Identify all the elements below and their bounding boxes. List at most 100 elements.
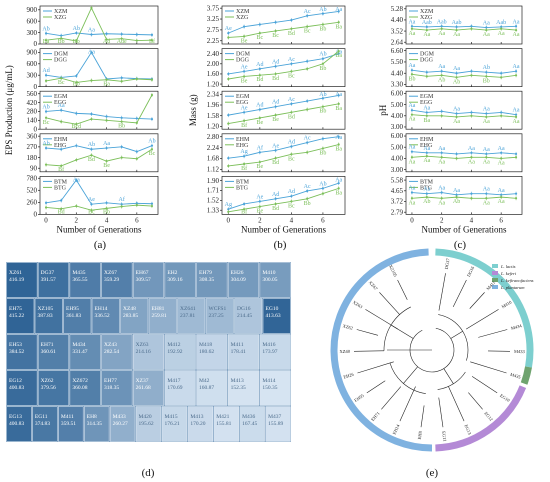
treemap-cell-label: M416 <box>262 342 275 348</box>
y-tick-label: 1.96 <box>207 101 220 109</box>
subplot-frame <box>221 90 346 130</box>
legend-label: EHM <box>236 137 250 143</box>
series-line-btm <box>228 182 339 210</box>
series-line-egm <box>46 109 152 120</box>
significance-label: Aa <box>408 19 415 25</box>
treemap-cell-label: EH2 <box>167 270 177 276</box>
significance-label: Ab <box>319 92 326 98</box>
legend-label: DGM <box>420 52 435 58</box>
significance-label: Aa <box>423 158 430 164</box>
tree-branch <box>379 292 400 315</box>
significance-label: Aa <box>453 32 460 38</box>
significance-label: Ab <box>42 26 49 32</box>
significance-label: Ab <box>453 199 460 205</box>
treemap-cell-value: 283.85 <box>123 313 138 319</box>
treemap-cell-rect <box>101 334 133 370</box>
treemap-cell-label: EH95 <box>66 306 79 312</box>
y-tick-label: 0 <box>34 40 38 48</box>
y-tick-label: 4.40 <box>391 16 404 24</box>
y-tick-label: 3.00 <box>391 123 404 131</box>
significance-label: Aa <box>103 141 110 147</box>
y-tick-label: 360 <box>27 132 38 140</box>
treemap-cell-value: 152.35 <box>231 385 246 391</box>
y-tick-label: 0 <box>34 211 38 219</box>
significance-label: Be <box>257 164 264 170</box>
series-line-btg <box>228 187 339 213</box>
significance-label: Aab <box>452 20 462 26</box>
y-tick-label: 6.00 <box>391 132 404 140</box>
y-axis-label: Mass (g) <box>188 94 198 126</box>
significance-label: Ba <box>335 106 342 112</box>
treemap-cell-rect <box>58 406 84 442</box>
tree-tip-label: XZ63 <box>352 300 364 310</box>
treemap-cell-rect <box>196 334 228 370</box>
significance-label: Bb <box>319 66 326 72</box>
legend-label: EHG <box>54 143 67 149</box>
significance-label: Be <box>257 120 264 126</box>
treemap-cell-value: 336.52 <box>95 313 110 319</box>
series-line-dgg <box>411 73 517 78</box>
y-tick-label: 260 <box>27 199 38 207</box>
series-line-dgg <box>45 77 152 83</box>
significance-label: Ab <box>73 26 80 32</box>
y-tick-label: 5.58 <box>391 176 404 184</box>
treemap-cell-rect <box>132 370 165 406</box>
y-tick-label: 1.60 <box>207 70 220 78</box>
panel-c-letter: (c) <box>454 239 467 251</box>
treemap-cell-value: 170.20 <box>190 421 205 427</box>
significance-label: Ad <box>272 100 279 106</box>
tree-branch <box>366 380 386 394</box>
significance-label: Aab <box>496 20 506 26</box>
legend-label: DGM <box>54 52 69 58</box>
significance-label: Bd <box>288 114 295 120</box>
treemap-cell-rect <box>161 406 188 442</box>
y-tick-label: 1.20 <box>207 80 220 88</box>
tree-branch <box>399 386 416 422</box>
legend-label: XZG <box>54 15 67 21</box>
treemap-cell-label: M411 <box>231 342 244 348</box>
significance-label: Ad <box>272 59 279 65</box>
significance-label: Bf <box>149 38 155 45</box>
treemap-cell-rect <box>148 298 177 334</box>
significance-label: Ab <box>319 7 326 13</box>
significance-label: Aa <box>438 31 445 37</box>
legend-label: XZM <box>236 9 250 15</box>
treemap-cell-label: XZ62 <box>41 378 54 384</box>
treemap-cell-value: 155.81 <box>216 421 231 427</box>
significance-label: Aa <box>438 186 445 192</box>
treemap-cell-label: M433 <box>113 414 126 420</box>
treemap-cell-label: M417 <box>167 378 180 384</box>
treemap-cell-value: 155.89 <box>268 421 283 427</box>
treemap-cell-value: 237.81 <box>180 313 195 319</box>
x-tick-label: 0 <box>227 216 231 224</box>
significance-label: Aa <box>438 200 445 206</box>
y-tick-label: 900 <box>27 49 38 57</box>
x-tick-label: 0 <box>410 216 414 224</box>
legend-label: BTM <box>420 179 434 185</box>
significance-label: Ba <box>43 39 50 45</box>
significance-label: Ab <box>319 181 326 187</box>
treemap-cell-label: XZ672 <box>72 378 88 384</box>
significance-label: Aa <box>408 117 415 123</box>
tree-branch <box>438 273 446 311</box>
treemap-cell-rect <box>37 370 70 406</box>
significance-label: Aa <box>335 7 342 13</box>
y-tick-label: 1.58 <box>207 112 220 120</box>
